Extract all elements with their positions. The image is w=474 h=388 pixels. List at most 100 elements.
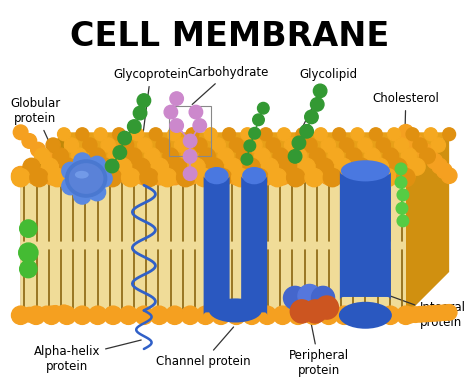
Circle shape bbox=[300, 125, 313, 138]
Circle shape bbox=[366, 166, 384, 185]
Circle shape bbox=[183, 167, 197, 180]
Circle shape bbox=[145, 148, 160, 164]
Polygon shape bbox=[406, 132, 449, 315]
Circle shape bbox=[417, 306, 433, 322]
Circle shape bbox=[165, 166, 184, 185]
Circle shape bbox=[288, 150, 302, 163]
Circle shape bbox=[388, 128, 401, 140]
Circle shape bbox=[296, 128, 309, 140]
Circle shape bbox=[394, 138, 409, 152]
Circle shape bbox=[258, 166, 276, 185]
Circle shape bbox=[170, 158, 187, 175]
Circle shape bbox=[73, 187, 91, 204]
Circle shape bbox=[243, 166, 261, 185]
Circle shape bbox=[218, 148, 234, 164]
Circle shape bbox=[273, 148, 289, 164]
Circle shape bbox=[243, 306, 261, 324]
Circle shape bbox=[89, 166, 107, 185]
Circle shape bbox=[31, 307, 46, 321]
Circle shape bbox=[193, 119, 207, 132]
Circle shape bbox=[170, 92, 183, 105]
Circle shape bbox=[323, 168, 342, 187]
Circle shape bbox=[335, 306, 353, 324]
Circle shape bbox=[258, 306, 276, 324]
Circle shape bbox=[113, 128, 126, 140]
Circle shape bbox=[241, 128, 254, 140]
Circle shape bbox=[88, 156, 106, 174]
Circle shape bbox=[207, 158, 223, 175]
Circle shape bbox=[424, 128, 437, 140]
Circle shape bbox=[174, 138, 189, 152]
Circle shape bbox=[170, 119, 183, 132]
Circle shape bbox=[292, 136, 306, 150]
Circle shape bbox=[13, 125, 28, 140]
Circle shape bbox=[248, 138, 262, 152]
Circle shape bbox=[298, 284, 321, 308]
Circle shape bbox=[284, 138, 299, 152]
Circle shape bbox=[31, 142, 46, 157]
Circle shape bbox=[41, 158, 58, 175]
Circle shape bbox=[138, 138, 152, 152]
Circle shape bbox=[119, 166, 137, 185]
Circle shape bbox=[397, 166, 415, 185]
Circle shape bbox=[441, 168, 457, 184]
Circle shape bbox=[135, 306, 153, 324]
Circle shape bbox=[287, 168, 305, 187]
Circle shape bbox=[278, 128, 291, 140]
Circle shape bbox=[313, 84, 327, 98]
Circle shape bbox=[48, 306, 63, 320]
Circle shape bbox=[395, 163, 407, 175]
Circle shape bbox=[358, 138, 372, 152]
Circle shape bbox=[280, 158, 297, 175]
Ellipse shape bbox=[341, 160, 390, 182]
Circle shape bbox=[304, 166, 322, 185]
Circle shape bbox=[88, 184, 106, 201]
Circle shape bbox=[360, 168, 378, 187]
Circle shape bbox=[401, 148, 417, 164]
Circle shape bbox=[250, 168, 268, 187]
Circle shape bbox=[223, 128, 236, 140]
Circle shape bbox=[39, 306, 54, 321]
Circle shape bbox=[196, 166, 215, 185]
Circle shape bbox=[200, 148, 215, 164]
Circle shape bbox=[108, 148, 123, 164]
Circle shape bbox=[135, 166, 153, 185]
Circle shape bbox=[310, 148, 325, 164]
Circle shape bbox=[168, 128, 181, 140]
Circle shape bbox=[188, 158, 205, 175]
Circle shape bbox=[292, 148, 307, 164]
Circle shape bbox=[398, 125, 414, 140]
Circle shape bbox=[104, 306, 122, 324]
Circle shape bbox=[20, 260, 37, 278]
Circle shape bbox=[335, 158, 352, 175]
Circle shape bbox=[94, 128, 107, 140]
Circle shape bbox=[397, 215, 409, 227]
Circle shape bbox=[427, 306, 443, 321]
Circle shape bbox=[137, 94, 151, 107]
Circle shape bbox=[398, 307, 414, 323]
Circle shape bbox=[204, 128, 217, 140]
Circle shape bbox=[431, 138, 446, 152]
Circle shape bbox=[126, 148, 142, 164]
Ellipse shape bbox=[69, 163, 103, 194]
Circle shape bbox=[128, 120, 141, 133]
Circle shape bbox=[237, 148, 252, 164]
Circle shape bbox=[339, 138, 354, 152]
Circle shape bbox=[62, 177, 79, 195]
Circle shape bbox=[273, 166, 292, 185]
Circle shape bbox=[422, 149, 438, 164]
Circle shape bbox=[397, 189, 409, 201]
Circle shape bbox=[273, 306, 292, 324]
Ellipse shape bbox=[242, 167, 266, 184]
Circle shape bbox=[304, 300, 327, 323]
Circle shape bbox=[213, 168, 232, 187]
Circle shape bbox=[244, 140, 255, 152]
Circle shape bbox=[412, 139, 428, 154]
Circle shape bbox=[381, 306, 400, 324]
Circle shape bbox=[39, 151, 54, 166]
Circle shape bbox=[60, 158, 77, 175]
Circle shape bbox=[57, 305, 71, 320]
Circle shape bbox=[232, 168, 250, 187]
Circle shape bbox=[351, 128, 364, 140]
Circle shape bbox=[413, 138, 427, 152]
